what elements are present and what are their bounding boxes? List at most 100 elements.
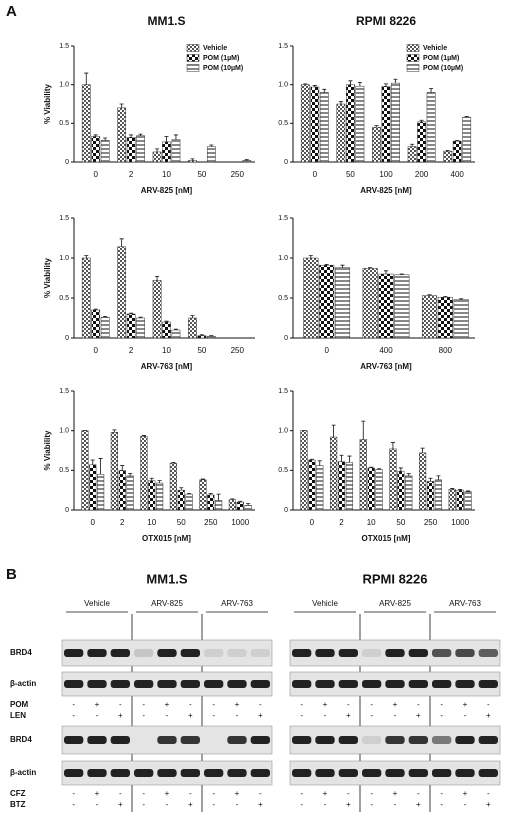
treatment-sign: + — [346, 711, 351, 720]
treatment-sign: - — [72, 800, 75, 809]
treatment-sign: - — [487, 789, 490, 798]
band — [408, 736, 428, 744]
bar — [81, 84, 91, 163]
bar — [421, 295, 438, 339]
x-tick-label: 10 — [162, 346, 171, 355]
band — [362, 769, 382, 777]
treatment-sign: + — [323, 700, 328, 709]
x-tick-label: 100 — [379, 170, 393, 179]
x-axis-label: ARV-763 [nM] — [360, 362, 412, 371]
chart-title: RPMI 8226 — [356, 14, 416, 28]
error-bar — [384, 83, 388, 87]
y-tick-label: 1.5 — [59, 388, 69, 395]
row-label: BRD4 — [10, 648, 32, 657]
band — [432, 649, 452, 657]
y-tick-label: 1.5 — [278, 43, 288, 50]
error-bar — [129, 134, 134, 138]
blot-title: RPMI 8226 — [362, 571, 427, 586]
group-label: Vehicle — [312, 599, 338, 608]
band — [87, 736, 107, 744]
band — [157, 769, 177, 777]
treatment-sign: + — [393, 789, 398, 798]
treatment-sign: - — [440, 700, 443, 709]
error-bar — [164, 320, 169, 322]
bar — [434, 479, 443, 511]
x-tick-label: 0 — [310, 518, 315, 527]
treatment-sign: + — [235, 700, 240, 709]
treatment-sign: + — [346, 800, 351, 809]
y-tick-label: 1.5 — [59, 43, 69, 50]
x-tick-label: 0 — [93, 346, 98, 355]
error-bar — [347, 455, 352, 463]
y-tick-label: 0.5 — [59, 120, 69, 127]
legend-label: Vehicle — [203, 45, 227, 52]
treatment-sign: - — [370, 789, 373, 798]
band — [204, 680, 224, 688]
y-tick-label: 0 — [284, 335, 288, 342]
error-bar — [312, 85, 317, 87]
x-tick-label: 0 — [91, 518, 96, 527]
x-tick-label: 250 — [231, 170, 245, 179]
error-bar — [445, 150, 450, 152]
bar — [418, 452, 427, 511]
blot-title: MM1.S — [146, 571, 188, 586]
bar — [310, 86, 320, 163]
legend-label: POM (1µM) — [203, 55, 239, 62]
error-bar — [179, 487, 184, 491]
bar — [91, 136, 101, 163]
error-bar — [244, 159, 249, 161]
bar — [228, 499, 236, 511]
error-bar — [361, 420, 366, 440]
x-tick-label: 200 — [415, 170, 429, 179]
band — [134, 769, 154, 777]
band — [180, 736, 200, 744]
legend-swatch — [406, 64, 420, 72]
error-bar — [466, 490, 471, 492]
error-bar — [155, 148, 160, 152]
error-bar — [357, 81, 362, 87]
band — [362, 736, 382, 744]
treatment-sign: - — [300, 800, 303, 809]
treatment-label: BTZ — [10, 800, 26, 809]
error-bar — [199, 334, 204, 336]
legend-label: POM (10µM) — [423, 65, 463, 72]
x-axis-label: ARV-763 [nM] — [141, 362, 193, 371]
treatment-sign: - — [370, 800, 373, 809]
bar — [437, 296, 453, 339]
band — [227, 736, 247, 744]
error-bar — [455, 139, 460, 142]
bar — [308, 459, 316, 511]
treatment-sign: - — [464, 800, 467, 809]
treatment-sign: - — [236, 711, 239, 720]
y-tick-label: 1.0 — [59, 82, 69, 89]
bar — [300, 84, 310, 163]
treatment-sign: + — [165, 700, 170, 709]
band — [478, 680, 498, 688]
error-bar — [190, 158, 195, 161]
error-bar — [317, 460, 322, 466]
y-axis-label: % Viability — [43, 258, 52, 298]
error-bar — [128, 473, 133, 476]
error-bar — [173, 134, 178, 140]
treatment-sign: + — [165, 789, 170, 798]
band — [292, 769, 312, 777]
error-bar — [339, 454, 344, 462]
treatment-sign: - — [440, 800, 443, 809]
error-bar — [103, 137, 108, 141]
bar — [185, 493, 193, 511]
band — [408, 649, 428, 657]
band — [478, 769, 498, 777]
treatment-label: POM — [10, 700, 29, 709]
treatment-sign: + — [235, 789, 240, 798]
error-bar — [209, 335, 214, 337]
x-axis-label: ARV-825 [nM] — [360, 186, 412, 195]
bar — [152, 280, 162, 339]
error-bar — [464, 115, 469, 118]
error-bar — [112, 429, 117, 433]
bar — [359, 439, 367, 511]
band — [110, 736, 130, 744]
error-bar — [164, 136, 169, 142]
bar — [300, 430, 308, 511]
